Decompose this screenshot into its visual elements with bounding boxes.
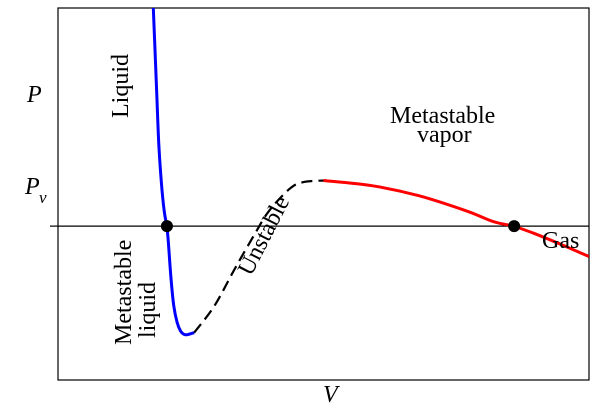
label-metastable-vapor-line2: vapor (417, 122, 472, 148)
series-line-unstable (193, 179, 324, 334)
series-line-liquid (151, 8, 169, 227)
labels: PVP vLiquidMetastableliquidUnstableMetast… (24, 54, 579, 405)
markers (160, 220, 521, 233)
label-unstable: Unstable (233, 192, 295, 280)
label-liquid: Liquid (108, 54, 134, 118)
coexistence-point-2 (508, 220, 521, 233)
plot-frame (57, 7, 590, 381)
y-tick-label-pv: P (24, 174, 40, 200)
label-metastable-vapor-line1: Metastable (390, 103, 495, 129)
label-metastable-liquid-line1: Metastable (111, 240, 137, 345)
label-gas: Gas (542, 228, 579, 254)
curves (151, 8, 589, 337)
series-line-metastable-liquid (165, 225, 195, 337)
x-axis-label: V (323, 382, 340, 405)
series-line-gas (513, 224, 589, 258)
axes (50, 7, 590, 381)
y-axis-label: P (26, 82, 42, 108)
y-tick-label-pv-subscript: v (39, 188, 47, 207)
coexistence-point-1 (160, 220, 173, 233)
label-metastable-liquid-line2: liquid (135, 282, 161, 338)
series-line-metastable-vapor (323, 178, 515, 228)
